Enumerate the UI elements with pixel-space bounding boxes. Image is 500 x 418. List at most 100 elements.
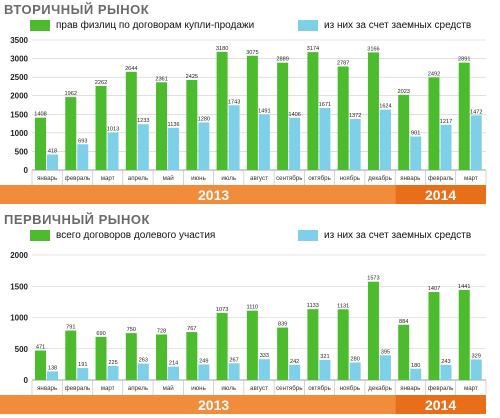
year-band xyxy=(395,395,486,414)
y-tick-label: 500 xyxy=(15,345,29,354)
bar-series-2 xyxy=(77,368,89,380)
x-tick-label: январь xyxy=(37,385,57,392)
data-label: 767 xyxy=(187,326,196,332)
x-tick-label: март xyxy=(101,175,115,182)
section-title: ПЕРВИЧНЫЙ РЫНОК xyxy=(4,212,150,227)
x-tick-label: сентябрь xyxy=(276,385,302,392)
data-label: 395 xyxy=(381,349,390,355)
legend-swatch-blue xyxy=(298,20,318,31)
x-tick-label: июнь xyxy=(191,175,206,182)
data-label: 263 xyxy=(139,358,148,364)
x-tick-label: февраль xyxy=(428,385,454,392)
year-label: 2013 xyxy=(198,397,229,413)
year-band xyxy=(0,395,396,414)
data-label: 418 xyxy=(48,148,57,154)
data-label: 884 xyxy=(399,319,408,325)
x-tick-label: март xyxy=(464,175,478,182)
bar-series-1 xyxy=(216,312,228,380)
data-label: 267 xyxy=(229,357,238,363)
bar-series-1 xyxy=(277,62,289,170)
primary-market-chart: 0 500 1000 1500 2000 январь февраль март апрель м… xyxy=(0,251,487,414)
year-label: 2013 xyxy=(198,187,229,203)
bar-series-2 xyxy=(198,364,210,380)
bar-series-2 xyxy=(470,359,482,380)
data-label: 180 xyxy=(411,363,420,369)
bar-series-2 xyxy=(198,122,210,170)
bar-series-2 xyxy=(319,107,331,170)
x-tick-label: февраль xyxy=(428,175,454,182)
data-label: 214 xyxy=(169,361,178,367)
bar-series-1 xyxy=(125,333,137,380)
bar-series-2 xyxy=(379,109,391,170)
bar-series-2 xyxy=(440,364,452,380)
bar-series-1 xyxy=(156,334,168,380)
bar-series-2 xyxy=(107,365,119,380)
bar-series-1 xyxy=(337,66,349,170)
x-tick-label: январь xyxy=(400,385,420,392)
bar-series-2 xyxy=(258,359,270,380)
data-label: 2644 xyxy=(125,66,137,72)
bar-series-1 xyxy=(458,289,470,380)
bar-series-1 xyxy=(216,51,228,171)
bar-series-2 xyxy=(137,124,149,170)
bar-series-2 xyxy=(77,144,89,170)
legend-swatch-blue xyxy=(298,230,318,241)
data-label: 1408 xyxy=(34,112,46,118)
data-label: 2361 xyxy=(155,76,167,82)
bar-series-2 xyxy=(349,362,361,380)
primary-market-panel: ПЕРВИЧНЫЙ РЫНОК всего договоров долевого… xyxy=(0,210,500,418)
bar-series-2 xyxy=(137,363,149,380)
data-label: 225 xyxy=(108,360,117,366)
data-label: 728 xyxy=(157,329,166,335)
bar-series-2 xyxy=(258,114,270,170)
bar-series-1 xyxy=(307,309,319,380)
bar-series-1 xyxy=(277,327,289,380)
bar-series-2 xyxy=(349,119,361,170)
legend-label: прав физлиц по договорам купли-продажи xyxy=(56,20,255,31)
bar-series-1 xyxy=(398,94,410,170)
bar-series-1 xyxy=(307,52,319,170)
data-label: 1280 xyxy=(198,116,210,122)
x-tick-label: июль xyxy=(221,175,236,182)
x-tick-label: ноябрь xyxy=(340,175,360,182)
data-label: 1133 xyxy=(307,303,319,309)
data-label: 1671 xyxy=(319,102,331,108)
data-label: 280 xyxy=(350,357,359,363)
data-label: 1110 xyxy=(247,305,259,311)
data-label: 2262 xyxy=(95,80,107,86)
year-band xyxy=(0,185,396,204)
x-tick-label: июнь xyxy=(191,385,206,392)
x-tick-label: август xyxy=(250,175,268,182)
x-tick-label: март xyxy=(101,385,115,392)
bar-series-1 xyxy=(125,71,137,170)
year-label: 2014 xyxy=(425,187,456,203)
data-label: 2425 xyxy=(186,74,198,80)
y-tick-label: 3500 xyxy=(10,36,28,45)
data-label: 690 xyxy=(96,331,105,337)
y-tick-label: 0 xyxy=(24,376,29,385)
data-label: 1131 xyxy=(337,303,349,309)
y-tick-label: 0 xyxy=(24,166,29,175)
data-label: 2787 xyxy=(337,60,349,66)
x-tick-label: май xyxy=(163,175,175,182)
data-label: 333 xyxy=(260,353,269,359)
data-label: 471 xyxy=(36,345,45,351)
bar-series-1 xyxy=(337,309,349,380)
legend-swatch-green xyxy=(30,230,50,241)
data-label: 2891 xyxy=(458,57,470,63)
data-label: 329 xyxy=(472,353,481,359)
bar-series-1 xyxy=(398,324,410,380)
bar-series-1 xyxy=(156,82,168,170)
data-label: 242 xyxy=(290,359,299,365)
data-label: 1406 xyxy=(288,112,300,118)
data-label: 1472 xyxy=(470,109,482,115)
bar-series-2 xyxy=(168,127,180,170)
x-tick-label: февраль xyxy=(65,175,91,182)
x-tick-label: январь xyxy=(37,175,57,182)
bar-series-2 xyxy=(410,136,422,170)
legend-label: из них за счет заемных средств xyxy=(324,20,472,31)
bar-series-2 xyxy=(289,117,301,170)
data-label: 1624 xyxy=(379,104,391,110)
bar-series-1 xyxy=(186,332,198,380)
bar-series-2 xyxy=(107,132,119,170)
